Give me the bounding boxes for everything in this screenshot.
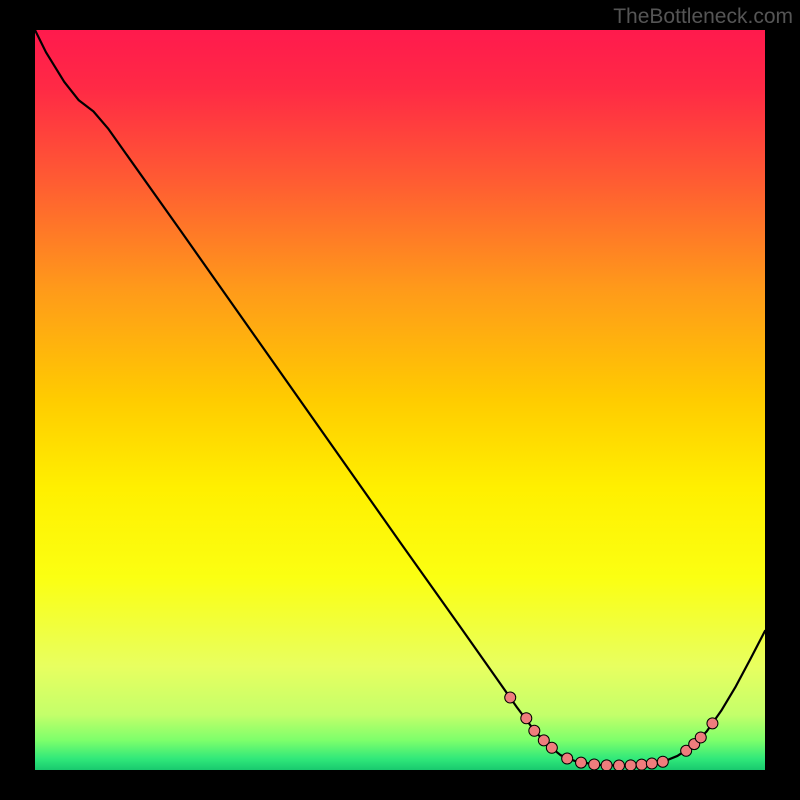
curve-marker bbox=[695, 732, 706, 743]
bottleneck-curve-chart bbox=[35, 30, 765, 770]
curve-marker bbox=[707, 718, 718, 729]
gradient-background bbox=[35, 30, 765, 770]
curve-marker bbox=[646, 758, 657, 769]
curve-marker bbox=[589, 759, 600, 770]
curve-marker bbox=[521, 713, 532, 724]
curve-marker bbox=[657, 756, 668, 767]
curve-marker bbox=[562, 753, 573, 764]
curve-marker bbox=[601, 760, 612, 770]
curve-marker bbox=[614, 760, 625, 770]
watermark-label: TheBottleneck.com bbox=[613, 5, 793, 29]
curve-marker bbox=[636, 759, 647, 770]
curve-marker bbox=[625, 760, 636, 770]
chart-stage: TheBottleneck.com bbox=[0, 0, 800, 800]
curve-marker bbox=[576, 757, 587, 768]
curve-marker bbox=[529, 725, 540, 736]
curve-marker bbox=[546, 742, 557, 753]
curve-marker bbox=[505, 692, 516, 703]
